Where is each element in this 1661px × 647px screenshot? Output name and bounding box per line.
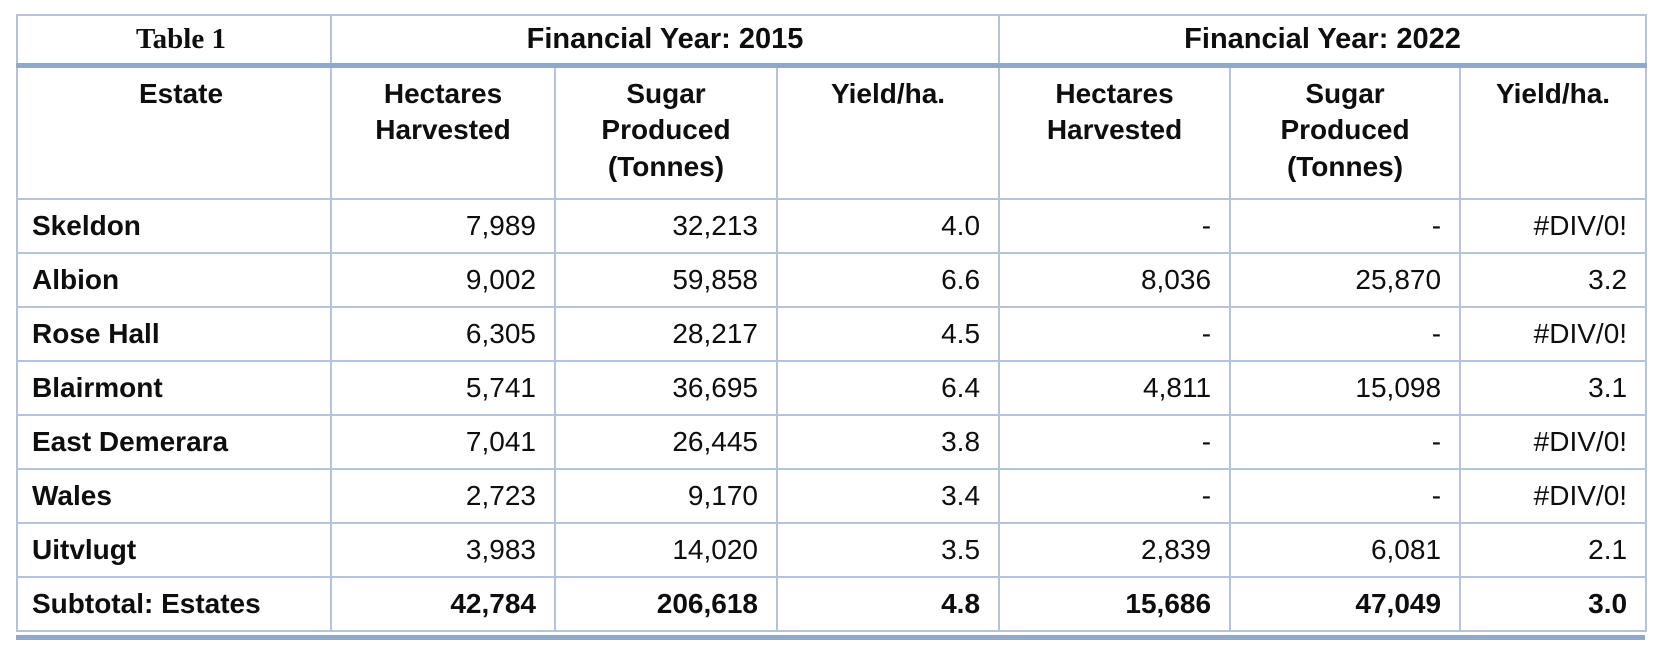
- value-cell: 26,445: [554, 414, 778, 470]
- subtotal-row: Subtotal: Estates 42,784 206,618 4.8 15,…: [16, 576, 1648, 632]
- value-cell: 8,036: [998, 252, 1232, 308]
- value-cell: 4.8: [775, 576, 1001, 632]
- value-cell: -: [998, 414, 1232, 470]
- value-cell: 206,618: [554, 576, 778, 632]
- table-title: Table 1: [16, 14, 332, 68]
- value-cell: 7,041: [330, 414, 556, 470]
- value-cell: 25,870: [1229, 252, 1462, 308]
- table-row: Wales 2,723 9,170 3.4 - - #DIV/0!: [16, 468, 1648, 524]
- value-cell: 2,839: [998, 522, 1232, 578]
- value-cell: 28,217: [554, 306, 778, 362]
- year-header-2015: Financial Year: 2015: [329, 14, 1001, 68]
- estate-name: Skeldon: [16, 198, 332, 254]
- value-cell: 3.1: [1459, 360, 1648, 416]
- estate-name: Rose Hall: [16, 306, 332, 362]
- value-cell: 2,723: [330, 468, 556, 524]
- value-cell: 15,686: [998, 576, 1232, 632]
- value-cell: -: [998, 198, 1232, 254]
- value-cell: 59,858: [554, 252, 778, 308]
- table-row: East Demerara 7,041 26,445 3.8 - - #DIV/…: [16, 414, 1648, 470]
- estates-table: Table 1 Financial Year: 2015 Financial Y…: [16, 14, 1648, 632]
- sugar-header-2022: Sugar Produced (Tonnes): [1229, 64, 1462, 200]
- value-cell: 3.8: [775, 414, 1001, 470]
- value-cell: -: [1229, 198, 1462, 254]
- value-cell: 4.5: [775, 306, 1001, 362]
- table-row: Rose Hall 6,305 28,217 4.5 - - #DIV/0!: [16, 306, 1648, 362]
- table-row: Blairmont 5,741 36,695 6.4 4,811 15,098 …: [16, 360, 1648, 416]
- value-cell: 32,213: [554, 198, 778, 254]
- estates-production-table: Table 1 Financial Year: 2015 Financial Y…: [16, 14, 1648, 640]
- estate-name: Wales: [16, 468, 332, 524]
- estate-name: East Demerara: [16, 414, 332, 470]
- value-cell: 15,098: [1229, 360, 1462, 416]
- value-cell: 6.6: [775, 252, 1001, 308]
- column-header-row: Estate Hectares Harvested Sugar Produced…: [16, 64, 1648, 200]
- estate-name: Uitvlugt: [16, 522, 332, 578]
- value-cell: 3.2: [1459, 252, 1648, 308]
- value-cell: 9,170: [554, 468, 778, 524]
- table-row: Uitvlugt 3,983 14,020 3.5 2,839 6,081 2.…: [16, 522, 1648, 578]
- value-cell: 42,784: [330, 576, 556, 632]
- value-cell: 5,741: [330, 360, 556, 416]
- value-cell: 4,811: [998, 360, 1232, 416]
- value-cell: #DIV/0!: [1459, 468, 1648, 524]
- hectares-header-2015: Hectares Harvested: [330, 64, 556, 200]
- value-cell: 2.1: [1459, 522, 1648, 578]
- yield-header-2015: Yield/ha.: [775, 64, 1001, 200]
- estate-name: Albion: [16, 252, 332, 308]
- value-cell: -: [1229, 414, 1462, 470]
- estate-name: Blairmont: [16, 360, 332, 416]
- sugar-header-2015: Sugar Produced (Tonnes): [554, 64, 778, 200]
- value-cell: 3.5: [775, 522, 1001, 578]
- value-cell: -: [1229, 306, 1462, 362]
- value-cell: 7,989: [330, 198, 556, 254]
- year-header-row: Table 1 Financial Year: 2015 Financial Y…: [16, 14, 1648, 68]
- value-cell: 4.0: [775, 198, 1001, 254]
- estate-column-header: Estate: [16, 64, 332, 200]
- value-cell: -: [998, 468, 1232, 524]
- value-cell: 47,049: [1229, 576, 1462, 632]
- table-row: Albion 9,002 59,858 6.6 8,036 25,870 3.2: [16, 252, 1648, 308]
- value-cell: 3.4: [775, 468, 1001, 524]
- table-row: Skeldon 7,989 32,213 4.0 - - #DIV/0!: [16, 198, 1648, 254]
- value-cell: 14,020: [554, 522, 778, 578]
- value-cell: 6.4: [775, 360, 1001, 416]
- value-cell: #DIV/0!: [1459, 414, 1648, 470]
- value-cell: 6,305: [330, 306, 556, 362]
- value-cell: 3,983: [330, 522, 556, 578]
- value-cell: 3.0: [1459, 576, 1648, 632]
- value-cell: #DIV/0!: [1459, 198, 1648, 254]
- value-cell: 6,081: [1229, 522, 1462, 578]
- yield-header-2022: Yield/ha.: [1459, 64, 1648, 200]
- year-header-2022: Financial Year: 2022: [998, 14, 1648, 68]
- hectares-header-2022: Hectares Harvested: [998, 64, 1232, 200]
- value-cell: -: [998, 306, 1232, 362]
- value-cell: -: [1229, 468, 1462, 524]
- subtotal-label: Subtotal: Estates: [16, 576, 332, 632]
- value-cell: 9,002: [330, 252, 556, 308]
- value-cell: #DIV/0!: [1459, 306, 1648, 362]
- value-cell: 36,695: [554, 360, 778, 416]
